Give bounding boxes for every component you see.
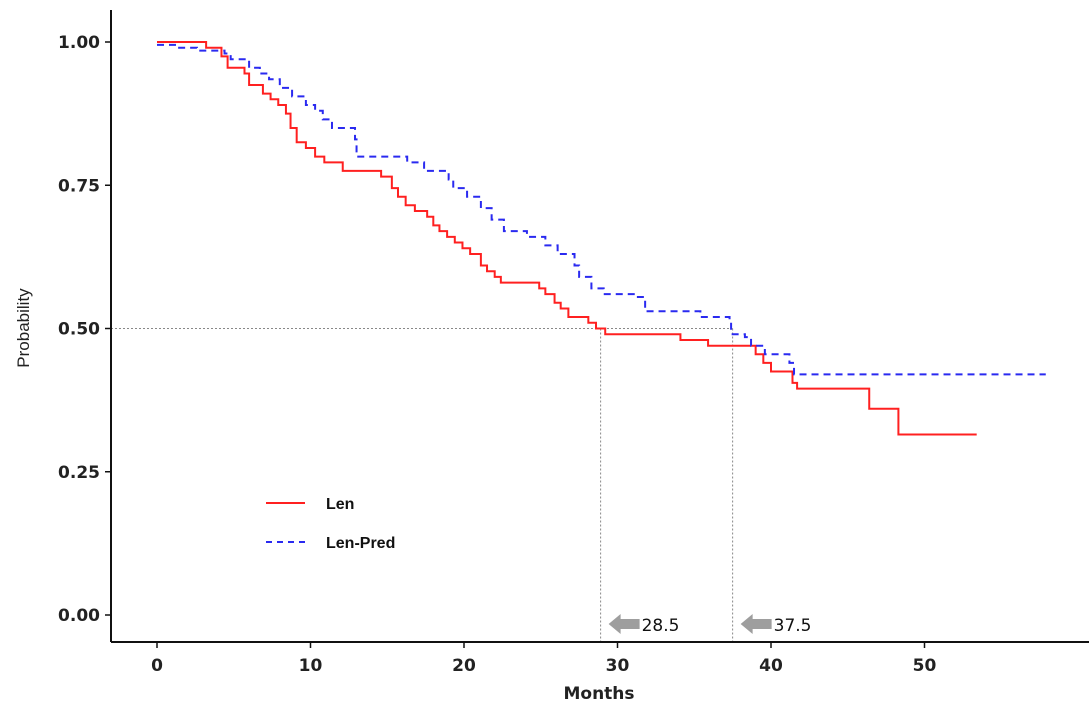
y-axis-title: Probability: [14, 288, 33, 368]
median-annotations: 28.5 37.5: [608, 614, 812, 636]
reference-lines: [111, 328, 734, 642]
axes: [110, 10, 1089, 643]
x-tick-label: 10: [299, 656, 323, 676]
legend: Len Len-Pred: [266, 496, 395, 552]
x-tick-label: 40: [759, 656, 783, 676]
y-tick-label: 1.00: [58, 33, 100, 53]
x-tick-label: 0: [151, 656, 163, 676]
left-arrow-icon: [740, 614, 772, 634]
series-len-line: [157, 41, 977, 436]
legend-label-len-pred: Len-Pred: [326, 535, 395, 552]
x-tick-label: 50: [913, 656, 937, 676]
median-annotation-label: 37.5: [774, 616, 812, 636]
median-annotation-label: 28.5: [642, 616, 680, 636]
legend-label-len: Len: [326, 496, 354, 513]
left-arrow-icon: [608, 614, 640, 634]
y-tick-label: 0.50: [58, 320, 100, 340]
tick-labels: 0.00 0.25 0.50 0.75 1.00 0 10 20 30 40 50: [58, 33, 936, 676]
survival-curves: [157, 41, 1046, 436]
y-tick-label: 0.75: [58, 176, 100, 196]
x-tick-label: 20: [452, 656, 476, 676]
y-tick-label: 0.25: [58, 463, 100, 483]
x-tick-label: 30: [606, 656, 630, 676]
y-tick-label: 0.00: [58, 606, 100, 626]
x-axis-title: Months: [563, 684, 634, 704]
series-len-pred-line: [157, 43, 1046, 376]
